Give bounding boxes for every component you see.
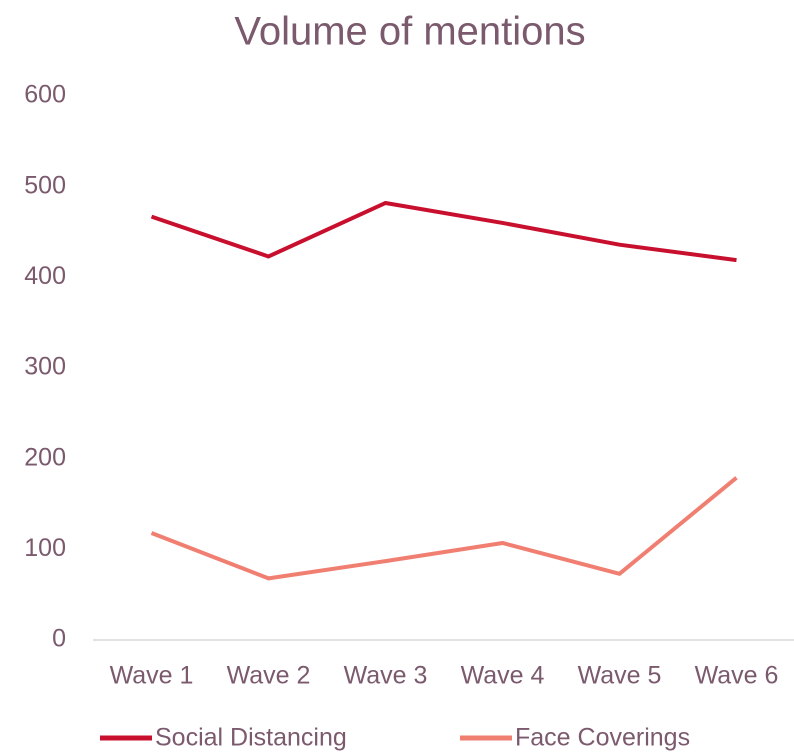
y-tick-label: 600 (24, 81, 66, 109)
y-tick-label: 400 (24, 262, 66, 290)
x-tick-label: Wave 2 (227, 662, 311, 690)
x-tick-label: Wave 1 (110, 662, 194, 690)
y-tick-label: 100 (24, 534, 66, 562)
y-tick-label: 0 (52, 625, 66, 653)
legend-label: Social Distancing (155, 724, 347, 752)
x-tick-label: Wave 3 (344, 662, 428, 690)
y-tick-label: 300 (24, 353, 66, 381)
legend-label: Face Coverings (515, 724, 690, 752)
series-line (150, 200, 737, 263)
y-tick-label: 500 (24, 171, 66, 199)
x-tick-label: Wave 4 (461, 662, 545, 690)
series-line (150, 476, 738, 581)
x-tick-label: Wave 6 (695, 662, 779, 690)
x-tick-label: Wave 5 (578, 662, 662, 690)
chart-title: Volume of mentions (234, 10, 585, 54)
y-tick-label: 200 (24, 443, 66, 471)
